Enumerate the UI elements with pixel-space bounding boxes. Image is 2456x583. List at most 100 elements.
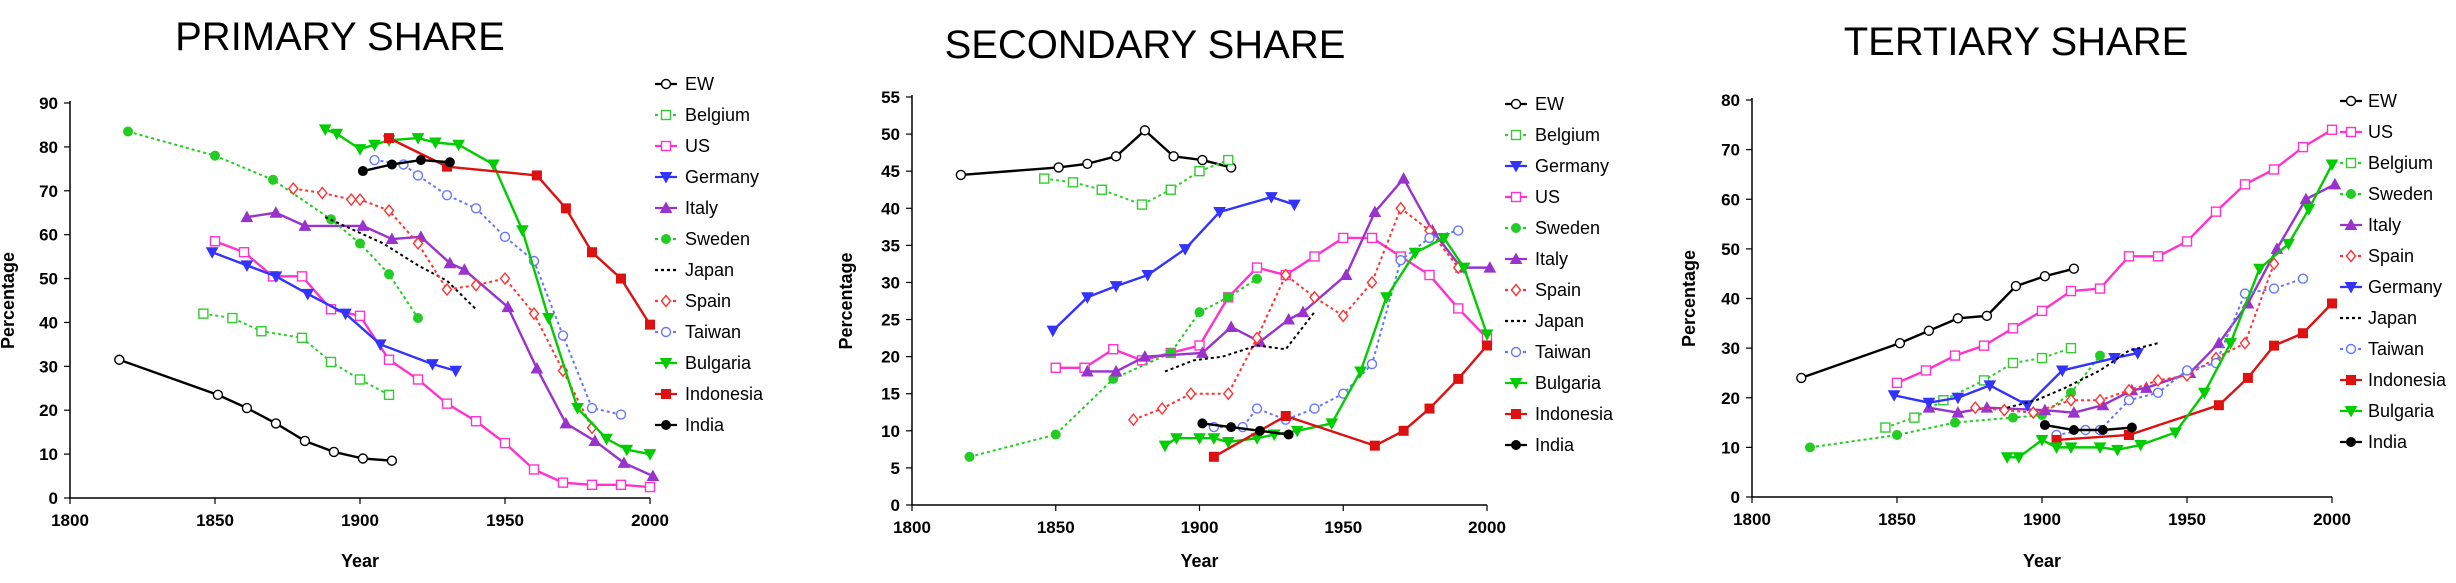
data-point-belgium [1096,184,1107,195]
data-point-ew [328,446,340,458]
data-point-belgium [1165,184,1176,195]
data-point-indonesia [1424,403,1435,414]
data-point-us [2181,236,2193,247]
series-india [357,155,455,177]
data-point-spain [1127,413,1139,427]
data-point-bulgaria [516,225,529,237]
legend-label: Spain [685,291,731,311]
data-point-us [644,481,656,493]
legend-marker [659,172,673,184]
data-point-sweden [964,451,975,462]
data-point-us [1453,303,1464,314]
legend-label: Sweden [2368,184,2433,204]
data-point-us [296,271,308,282]
x-tick-label: 1850 [1878,510,1916,529]
data-point-us [412,374,424,385]
data-point-belgium [1194,165,1205,177]
legend-item-indonesia: Indonesia [1505,404,1614,424]
data-point-belgium [383,389,395,401]
data-point-italy [1483,261,1497,273]
legend-label: Germany [1535,156,1609,176]
series-us [1891,124,2338,389]
data-point-belgium [296,332,308,344]
data-point-us [2210,206,2222,217]
y-tick-label: 50 [1721,240,1740,259]
legend-marker [1510,283,1522,297]
legend-marker [661,420,671,430]
legend-item-japan: Japan [2340,308,2417,328]
series-line-bulgaria [2007,163,2334,459]
series-line-italy [1928,183,2336,414]
data-point-spain [2152,373,2164,387]
series-spain [1127,201,1464,427]
legend-item-bulgaria: Bulgaria [1505,373,1602,393]
data-point-sweden [1050,429,1061,440]
data-point-indonesia [587,247,597,258]
data-point-spain [1185,387,1197,401]
x-axis-label: Year [2023,551,2061,571]
series-taiwan [1208,225,1464,433]
chart-title: TERTIARY SHARE [1844,20,2189,64]
y-tick-label: 40 [1721,290,1740,309]
data-point-bulgaria [2000,452,2014,464]
data-point-sweden [268,174,278,185]
data-point-ew [270,418,282,429]
data-point-germany [1887,390,1901,402]
data-point-sweden [2095,350,2105,361]
legend-item-japan: Japan [655,260,734,280]
legend-label: Italy [1535,249,1568,269]
legend-label: EW [685,74,714,94]
data-point-ew [1139,125,1151,136]
legend-label: EW [1535,94,1564,114]
data-point-ew [1894,337,1906,349]
series-line-taiwan [1213,229,1459,429]
data-point-germany [301,288,315,301]
series-belgium [1039,154,1234,210]
legend-item-italy: Italy [1505,249,1568,269]
data-point-ew [1197,154,1208,166]
data-point-bulgaria [2224,338,2237,350]
data-point-us [238,247,250,258]
x-tick-label: 1950 [1324,518,1362,537]
data-point-spain [316,186,328,200]
data-point-sweden [1950,417,1960,428]
data-point-spain [2239,336,2251,350]
data-point-us [354,310,366,322]
data-point-italy [1138,350,1152,362]
data-point-ew [299,435,311,447]
legend-item-india: India [655,415,725,435]
data-point-us [2007,323,2019,334]
series-line-germany [1052,195,1295,332]
legend-item-sweden: Sweden [1505,218,1600,238]
legend-item-spain: Spain [2340,246,2414,266]
series-indonesia [384,133,655,330]
data-point-belgium [1067,177,1079,188]
data-point-us [1194,340,1205,351]
data-point-bulgaria [1380,292,1393,304]
y-tick-label: 10 [881,422,900,441]
x-tick-label: 1800 [893,518,931,537]
series-line-bulgaria [324,128,651,456]
legend-marker [2346,189,2356,199]
data-point-bulgaria [330,128,344,141]
data-point-bulgaria [2198,387,2211,400]
legend-marker [1511,409,1521,419]
data-point-india [415,155,426,166]
data-point-us [1424,269,1435,281]
legend-label: Sweden [685,229,750,249]
legend-item-india: India [1505,435,1575,455]
series-bulgaria [1158,232,1494,453]
legend-marker [660,326,672,338]
legend-label: Spain [1535,280,1581,300]
data-point-us [1108,344,1119,355]
data-point-italy [2140,381,2153,393]
series-sweden [964,273,1262,462]
data-point-germany [1178,244,1192,256]
data-point-us [1978,340,1990,351]
data-point-indonesia [1280,410,1291,421]
legend-label: Belgium [1535,125,1600,145]
legend-item-us: US [1505,187,1560,207]
x-tick-label: 1850 [196,511,234,530]
data-point-germany [1141,270,1155,282]
